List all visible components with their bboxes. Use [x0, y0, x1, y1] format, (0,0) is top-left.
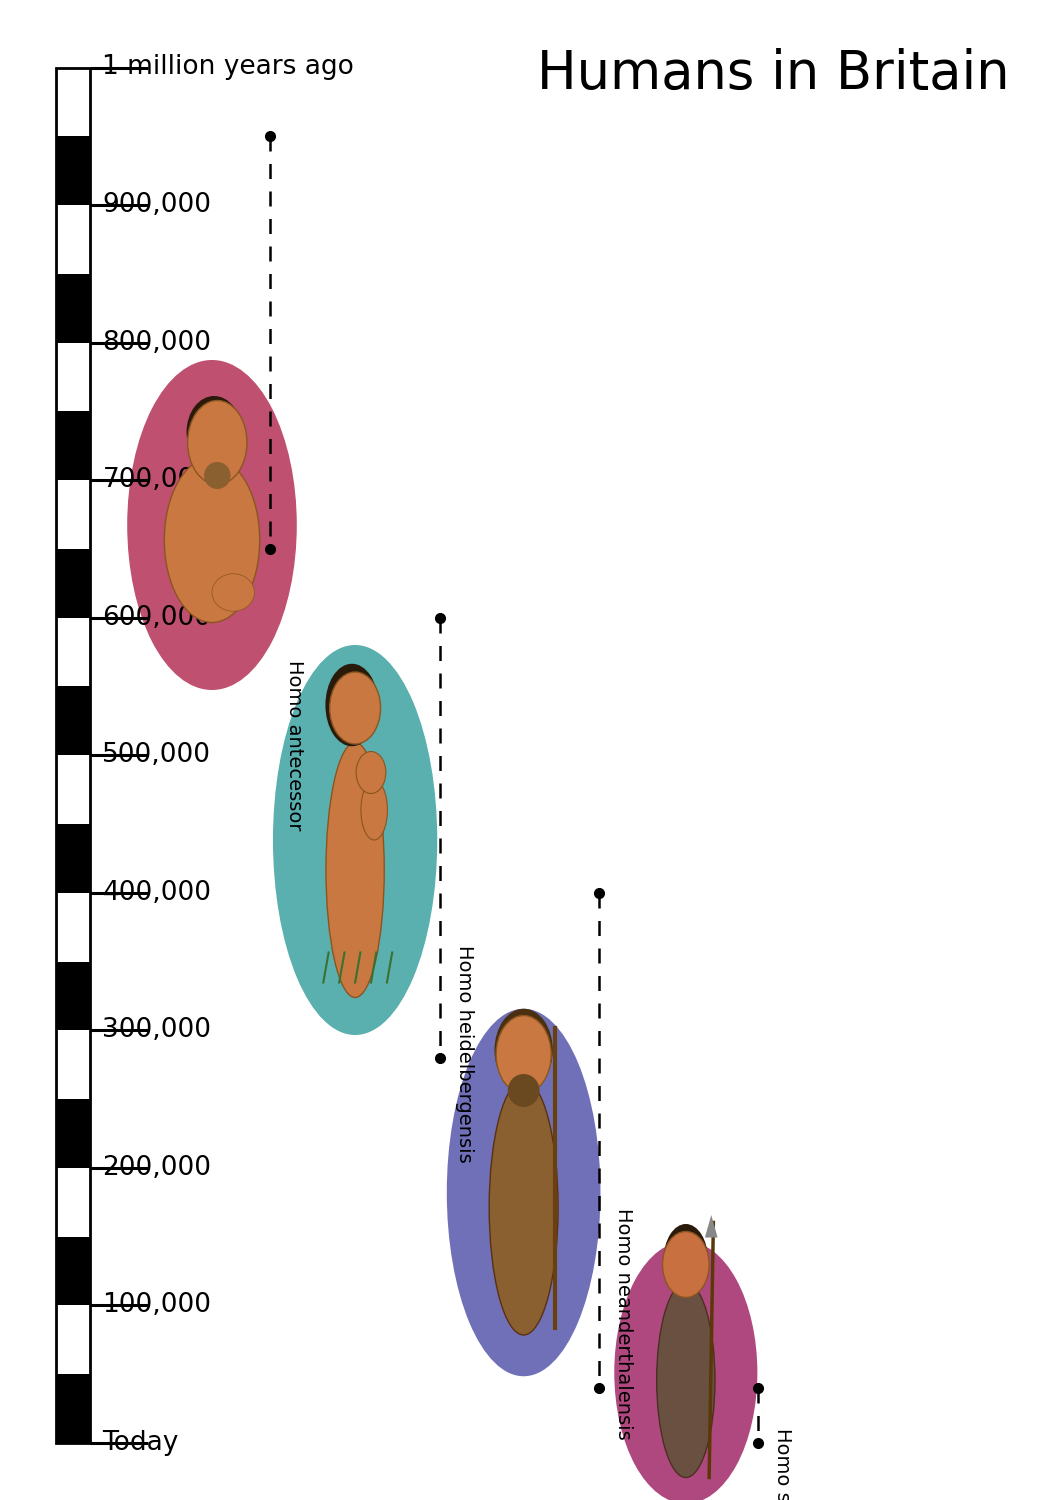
Bar — [56, 68, 90, 1443]
Ellipse shape — [664, 1224, 708, 1296]
Bar — [56, 411, 90, 480]
Bar — [56, 274, 90, 342]
Text: 800,000: 800,000 — [103, 330, 211, 356]
Circle shape — [188, 400, 247, 484]
Bar — [56, 342, 90, 411]
Circle shape — [330, 672, 381, 744]
Text: 500,000: 500,000 — [103, 742, 211, 768]
Bar — [56, 618, 90, 687]
Ellipse shape — [494, 1008, 553, 1092]
Ellipse shape — [361, 780, 388, 840]
Text: 200,000: 200,000 — [103, 1155, 211, 1180]
Bar — [56, 206, 90, 274]
Bar — [56, 824, 90, 892]
Text: Homo sapiens: Homo sapiens — [773, 1428, 792, 1500]
Bar — [56, 549, 90, 618]
Circle shape — [662, 1232, 709, 1298]
Ellipse shape — [326, 742, 384, 998]
Circle shape — [356, 752, 386, 794]
Bar — [56, 1305, 90, 1374]
Ellipse shape — [187, 396, 242, 468]
Bar — [56, 136, 90, 206]
Bar — [56, 1236, 90, 1305]
Text: 100,000: 100,000 — [103, 1293, 211, 1318]
Bar — [56, 1030, 90, 1100]
Ellipse shape — [508, 1074, 540, 1107]
Ellipse shape — [490, 1080, 559, 1335]
Ellipse shape — [447, 1008, 600, 1377]
Bar — [56, 962, 90, 1030]
Ellipse shape — [127, 360, 297, 690]
Ellipse shape — [204, 462, 231, 489]
Text: 400,000: 400,000 — [103, 880, 211, 906]
Bar — [56, 687, 90, 756]
Text: 900,000: 900,000 — [103, 192, 211, 217]
Text: Humans in Britain: Humans in Britain — [537, 48, 1010, 100]
Bar — [56, 1100, 90, 1168]
Text: 600,000: 600,000 — [103, 604, 211, 630]
Ellipse shape — [325, 663, 378, 747]
Ellipse shape — [615, 1242, 758, 1500]
Circle shape — [496, 1016, 551, 1094]
Text: Homo antecessor: Homo antecessor — [285, 660, 304, 831]
Text: 300,000: 300,000 — [103, 1017, 211, 1044]
Ellipse shape — [164, 458, 260, 622]
Text: 1 million years ago: 1 million years ago — [103, 54, 354, 81]
Ellipse shape — [273, 645, 437, 1035]
Text: Homo neanderthalensis: Homo neanderthalensis — [614, 1208, 633, 1440]
Bar — [56, 480, 90, 549]
Ellipse shape — [657, 1282, 714, 1478]
Text: Homo heidelbergensis: Homo heidelbergensis — [455, 945, 474, 1162]
Bar — [56, 756, 90, 824]
Circle shape — [194, 410, 241, 476]
Bar — [56, 892, 90, 962]
Bar — [56, 1374, 90, 1443]
Text: Today: Today — [103, 1430, 179, 1456]
Ellipse shape — [212, 574, 254, 612]
Polygon shape — [705, 1215, 718, 1237]
Text: 700,000: 700,000 — [103, 466, 211, 494]
Bar — [56, 1168, 90, 1236]
Bar — [56, 68, 90, 136]
